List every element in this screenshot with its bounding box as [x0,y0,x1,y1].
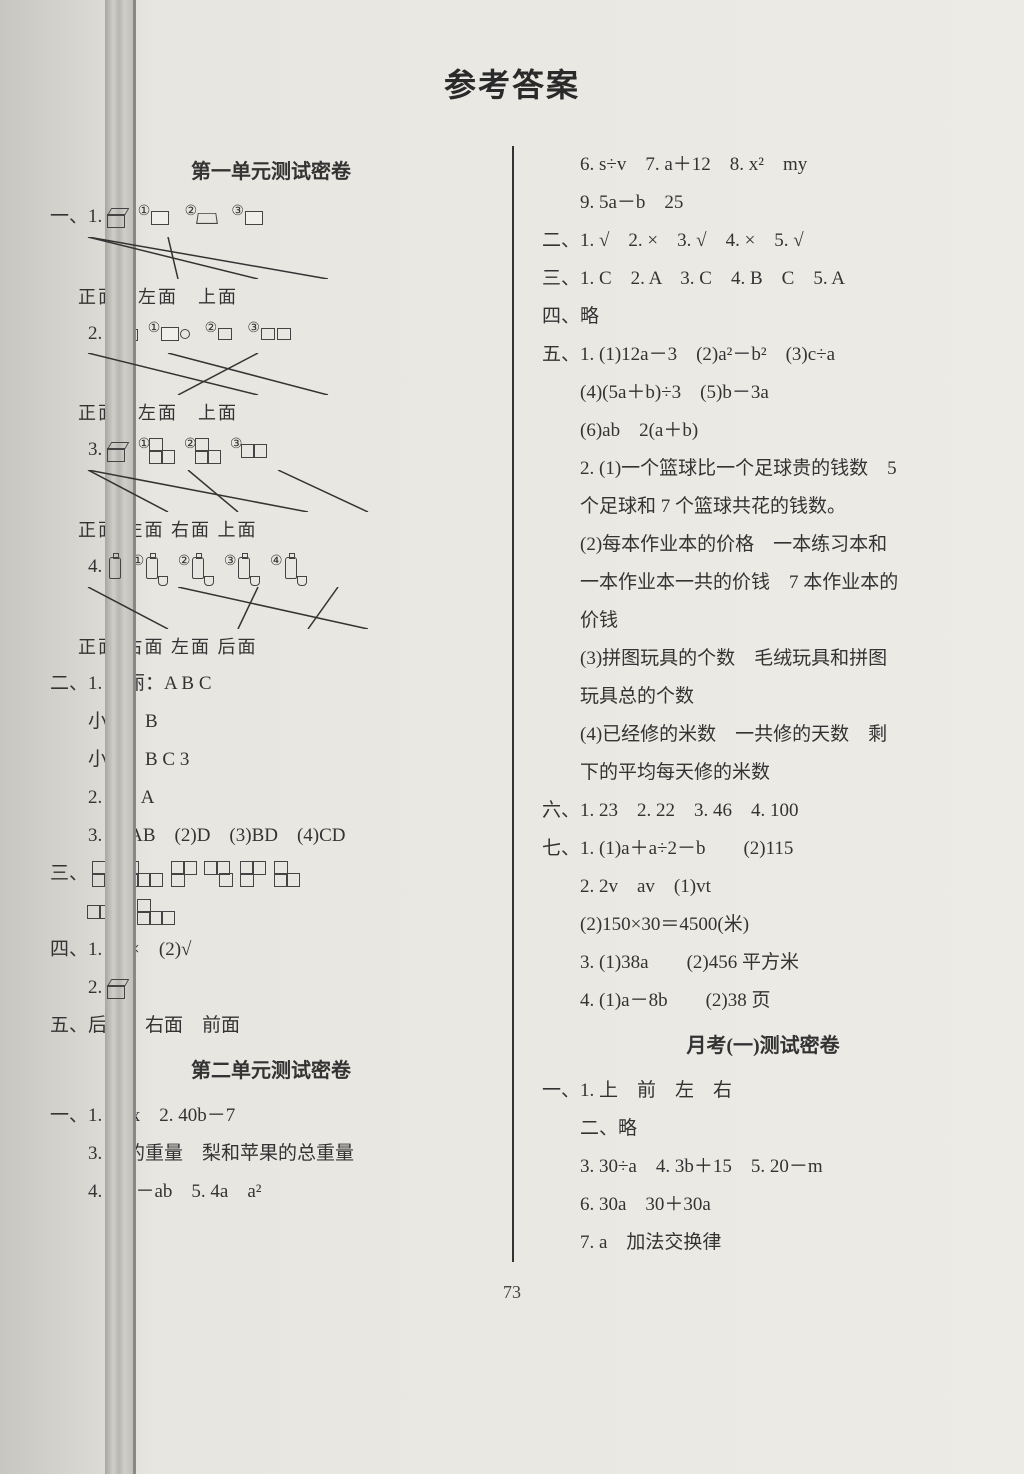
q1-3-lines [78,470,492,512]
r19: 七、1. (1)a＋a÷2－b (2)115 [542,830,984,868]
r17: 下的平均每天修的米数 [542,754,984,792]
q3-label: 三、 [50,863,88,884]
page: 参考答案 第一单元测试密卷 一、1. ① ② ③ 正面 左面 上面 2. [0,0,1024,1474]
q3-shape8 [138,900,174,924]
q3-shape4 [205,862,231,886]
r22: 3. (1)38a (2)456 平方米 [542,944,984,982]
r23: 4. (1)a－8b (2)38 页 [542,982,984,1020]
q1-4-views: ① ② ③ ④ [132,548,307,586]
q1-1-label: 一、1. [50,206,102,227]
q1-4-label: 4. [88,556,102,577]
r3: 二、1. √ 2. × 3. √ 4. × 5. √ [542,222,984,260]
r2: 9. 5a－b 25 [542,184,984,222]
r10: 个足球和 7 个篮球共花的钱数。 [542,488,984,526]
q1-3-views: ① ② ③ [138,431,267,469]
q1-3-facelabels: 正面 左面 右面 上面 [78,512,492,548]
q1-1-lines [78,237,492,279]
book-spine-edge [133,0,136,1474]
q1-2-label: 2. [88,323,102,344]
q1-2-views: ① ② ③ [148,315,292,353]
q1-4-lines [78,587,492,629]
r8: (6)ab 2(a＋b) [542,412,984,450]
r20: 2. 2v av (1)vt [542,868,984,906]
r1: 6. s÷v 7. a＋12 8. x² my [542,146,984,184]
r14: (3)拼图玩具的个数 毛绒玩具和拼图 [542,640,984,678]
r13: 价钱 [542,602,984,640]
r6: 五、1. (1)12a－3 (2)a²－b² (3)c÷a [542,336,984,374]
m5: 7. a 加法交换律 [542,1224,984,1262]
r7: (4)(5a＋b)÷3 (5)b－3a [542,374,984,412]
r16: (4)已经修的米数 一共修的天数 剩 [542,716,984,754]
q1-2-lines [78,353,492,395]
r12: 一本作业本一共的价钱 7 本作业本的 [542,564,984,602]
r15: 玩具总的个数 [542,678,984,716]
right-column: 6. s÷v 7. a＋12 8. x² my 9. 5a－b 25 二、1. … [514,146,984,1262]
q4-2-label: 2. [88,977,102,998]
q1-2-facelabels: 正面 左面 上面 [78,395,492,431]
q3-shape3 [172,862,196,886]
monthly-heading: 月考(一)测试密卷 [542,1026,984,1066]
q1-1-views: ① ② ③ [138,198,264,236]
page-number: 73 [40,1282,984,1303]
q1-1-facelabels: 正面 左面 上面 [78,279,492,315]
m3: 3. 30÷a 4. 3b＋15 5. 20－m [542,1148,984,1186]
m4: 6. 30a 30＋30a [542,1186,984,1224]
r9: 2. (1)一个篮球比一个足球贵的钱数 5 [542,450,984,488]
r11: (2)每本作业本的价格 一本练习本和 [542,526,984,564]
q3-shape5 [241,862,265,886]
q1-4-facelabels: 正面 右面 左面 后面 [78,629,492,665]
r5: 四、略 [542,298,984,336]
q3-shape6 [275,862,299,886]
r18: 六、1. 23 2. 22 3. 46 4. 100 [542,792,984,830]
m1: 一、1. 上 前 左 右 [542,1072,984,1110]
r21: (2)150×30＝4500(米) [542,906,984,944]
page-title: 参考答案 [40,60,984,106]
m2: 二、略 [542,1110,984,1148]
columns: 第一单元测试密卷 一、1. ① ② ③ 正面 左面 上面 2. [40,146,984,1262]
r4: 三、1. C 2. A 3. C 4. B C 5. A [542,260,984,298]
q1-3-label: 3. [88,439,102,460]
